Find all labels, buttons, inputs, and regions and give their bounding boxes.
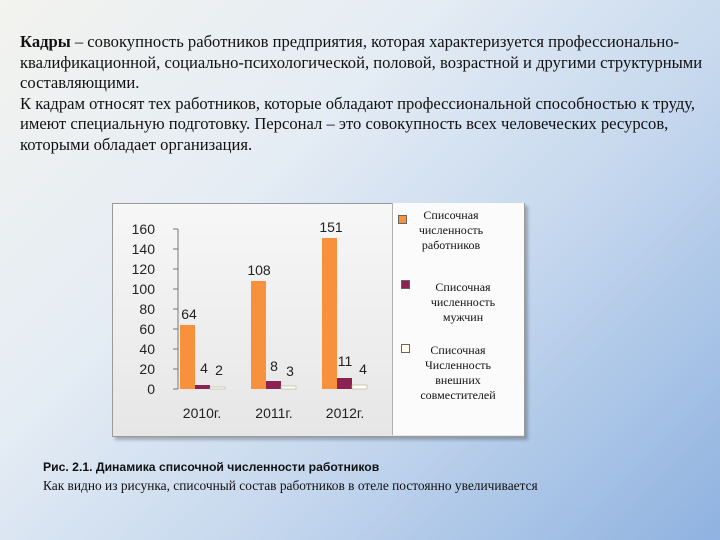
intro-text: Кадры – совокупность работников предприя… (20, 32, 710, 155)
data-label: 4 (359, 361, 367, 377)
x-tick-label: 2012г. (326, 405, 364, 421)
y-tick-label: 20 (139, 361, 155, 377)
bar (180, 325, 195, 389)
bar (266, 381, 281, 389)
y-tick-label: 80 (139, 301, 155, 317)
bar (209, 386, 226, 390)
y-tick-label: 40 (139, 341, 155, 357)
x-tick-label: 2010г. (183, 405, 221, 421)
legend-label-men: Списочная численность мужчин (430, 280, 496, 324)
bar (322, 238, 337, 389)
data-label: 3 (286, 363, 294, 379)
legend-label-external: Списочная Численность внешних совместите… (420, 343, 496, 402)
legend-swatch-men (401, 280, 410, 289)
bar (280, 385, 297, 390)
data-label: 8 (270, 358, 278, 374)
data-label: 11 (338, 353, 353, 369)
y-tick-label: 140 (132, 241, 156, 257)
bar (251, 281, 266, 389)
data-label: 151 (319, 219, 343, 235)
bar (195, 385, 210, 389)
y-tick-label: 160 (132, 221, 156, 237)
data-label: 2 (215, 362, 223, 378)
figure-caption: Рис. 2.1. Динамика списочной численности… (43, 460, 380, 474)
data-label: 108 (247, 262, 271, 278)
y-tick-label: 60 (139, 321, 155, 337)
intro-paragraph-1: – совокупность работников предприятия, к… (20, 32, 703, 92)
intro-lead-term: Кадры (20, 32, 71, 51)
chart-legend: Списочная численность работников Списочн… (392, 203, 524, 435)
intro-paragraph-2: К кадрам относят тех работников, которые… (20, 93, 696, 154)
bar (337, 378, 352, 389)
y-tick-label: 100 (132, 281, 156, 297)
bar (351, 384, 368, 390)
figure-note: Как видно из рисунка, списочный состав р… (43, 478, 538, 493)
x-tick-label: 2011г. (255, 405, 292, 421)
y-tick-label: 0 (147, 381, 155, 397)
data-label: 64 (181, 306, 197, 322)
legend-swatch-workers (398, 215, 407, 224)
y-tick-label: 120 (132, 261, 156, 277)
legend-label-workers: Списочная численность работников (418, 208, 484, 252)
legend-swatch-external (401, 344, 410, 353)
data-label: 4 (200, 360, 208, 376)
